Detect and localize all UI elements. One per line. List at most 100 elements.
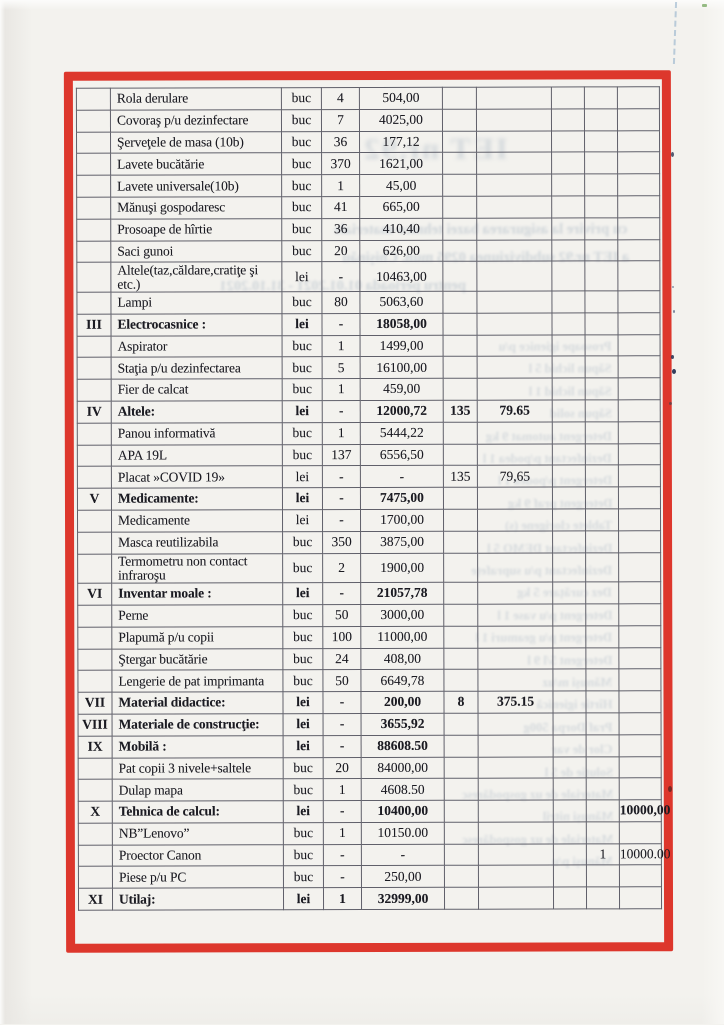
cell-no: VI <box>77 583 112 606</box>
table-row: Rola derulare buc 4 504,00 <box>76 86 660 111</box>
cell-no <box>76 197 111 220</box>
cell-c9 <box>585 399 619 422</box>
cell-no: XI <box>78 888 113 911</box>
cell-unit: buc <box>283 844 324 867</box>
cell-name: NB”Lenovo” <box>112 822 284 845</box>
cell-name: Materiale de construcţie: <box>112 713 284 736</box>
cell-no <box>77 553 112 584</box>
cell-c8 <box>551 130 585 153</box>
cell-c8 <box>553 734 587 757</box>
cell-c9 <box>586 865 620 888</box>
cell-qty2 <box>443 625 478 648</box>
cell-unit: lei <box>282 465 323 488</box>
cell-no <box>76 153 111 176</box>
cell-qty2 <box>443 647 478 670</box>
table-row: XI Utilaj: lei 1 32999,00 <box>78 886 662 911</box>
ink-speck <box>669 402 672 405</box>
cell-unit: buc <box>281 196 322 219</box>
cell-sum: 3875,00 <box>360 531 444 554</box>
cell-no <box>77 648 112 671</box>
cell-qty: - <box>322 691 362 714</box>
cell-name: Fier de calcat <box>111 378 283 402</box>
cell-qty2: 8 <box>443 691 479 714</box>
cell-sum2 <box>478 843 554 866</box>
cell-c10 <box>618 603 661 626</box>
cell-sum2 <box>477 647 553 670</box>
cell-sum: 177,12 <box>359 130 443 153</box>
cell-sum2 <box>476 130 552 153</box>
table-row: Pat copii 3 nivele+saltele buc 20 84000,00 <box>78 756 662 780</box>
table-row: Lavete bucătărie buc 370 1621,00 <box>76 152 660 176</box>
table-row: Lampi buc 80 5063,60 <box>76 290 660 315</box>
cell-c8 <box>552 669 586 692</box>
cell-qty2 <box>444 887 479 910</box>
cell-c8 <box>552 399 586 422</box>
cell-sum: - <box>361 843 445 866</box>
cell-c9 <box>586 821 620 844</box>
cell-name: Medicamente: <box>111 487 283 511</box>
cell-qty: - <box>323 713 362 736</box>
cell-qty: 350 <box>322 531 361 554</box>
table-row: Aspirator buc 1 1499,00 <box>77 334 661 358</box>
table-row: Placat »COVID 19» lei - -135 79,65 <box>77 465 661 489</box>
cell-no <box>77 444 112 467</box>
cell-sum: 410,40 <box>359 218 443 241</box>
cell-qty: - <box>321 261 360 292</box>
cell-sum: 16100,00 <box>360 356 444 379</box>
cell-qty: 1 <box>321 174 360 197</box>
inventory-table-body: Rola derulare buc 4 504,00 Covoraş p/u dezin… <box>76 86 671 911</box>
cell-sum2 <box>477 508 553 531</box>
cell-sum2 <box>477 356 553 379</box>
table-row: Lavete universale(10b) buc 1 45,00 <box>76 173 660 198</box>
cell-sum: 7475,00 <box>360 487 444 510</box>
cell-qty: - <box>323 800 362 823</box>
cell-sum: 18058,00 <box>359 313 444 336</box>
cell-unit: lei <box>282 691 324 714</box>
cell-c9: 1 <box>586 843 620 866</box>
cell-c9 <box>585 581 619 604</box>
cell-sum2 <box>478 887 554 910</box>
cell-name: Masca reutilizabila <box>111 531 283 554</box>
cell-c8 <box>552 530 586 553</box>
cell-name: Medicamente <box>111 509 283 532</box>
cell-qty: 5 <box>322 356 361 379</box>
table-row: Saci gunoi buc 20 626,00 <box>76 239 660 263</box>
cell-name: Altele: <box>111 400 283 423</box>
cell-sum: - <box>360 465 444 488</box>
cell-no: VIII <box>78 714 113 736</box>
cell-qty2 <box>443 509 478 532</box>
cell-sum: 1900,00 <box>360 552 444 583</box>
cell-c10 <box>618 486 661 509</box>
cell-no <box>77 335 112 358</box>
cell-c10 <box>617 290 660 313</box>
cell-qty: 4 <box>321 87 360 110</box>
cell-qty: - <box>322 487 361 510</box>
inventory-table: Rola derulare buc 4 504,00 Covoraş p/u dezin… <box>76 86 671 911</box>
cell-c10 <box>618 690 662 713</box>
cell-c9 <box>584 86 618 109</box>
cell-unit: lei <box>283 887 324 910</box>
cell-c9 <box>584 130 618 153</box>
cell-no <box>76 131 111 154</box>
cell-qty2: 135 <box>443 465 478 488</box>
cell-c9 <box>584 239 618 262</box>
cell-qty: 2 <box>322 553 361 583</box>
cell-sum2 <box>478 712 554 735</box>
cell-c9 <box>585 486 619 509</box>
cell-sum2 <box>477 603 553 626</box>
cell-qty: 1 <box>322 335 361 357</box>
cell-qty: - <box>322 509 361 532</box>
cell-no <box>77 357 112 380</box>
cell-c10 <box>618 552 661 582</box>
cell-unit: lei <box>282 487 323 510</box>
cell-sum: 11000,00 <box>360 626 444 649</box>
ink-speck <box>673 310 675 313</box>
cell-c10 <box>618 669 661 691</box>
cell-c9 <box>586 756 620 779</box>
table-row: III Electrocasnice : lei -18058,00 <box>76 312 661 336</box>
cell-qty: 80 <box>321 291 360 314</box>
cell-qty: 20 <box>323 757 362 779</box>
cell-c8 <box>551 195 585 218</box>
cell-c9 <box>584 290 618 313</box>
